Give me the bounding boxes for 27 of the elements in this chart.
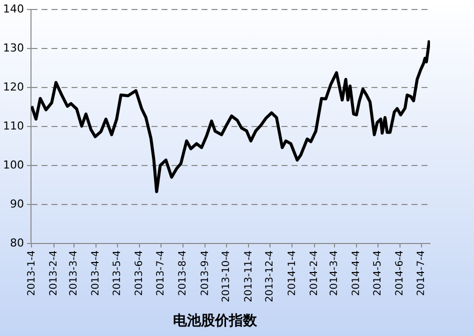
x-tick-label: 2013-2-4 [48,250,60,296]
text: 电池股价指数 [173,313,258,330]
x-tick-label: 2014-3-4 [328,250,340,296]
x-tick-label: 2013-5-4 [112,250,123,296]
x-tick-label: 2013-12-4 [264,250,276,302]
x-tick-label: 2013-11-4 [243,250,254,302]
x-tick-label: 2014-2-4 [308,250,320,296]
x-tick-label: 2014-7-4 [416,250,428,296]
x-tick-label: 2014-4-4 [351,250,362,296]
x-tick-label: 2013-9-4 [200,250,211,296]
y-tick-label: 140 [2,2,24,16]
y-tick-label: 110 [2,119,24,132]
y-tick-label: 120 [2,80,24,94]
y-tick-label: 130 [2,41,24,54]
y-tick-label: 90 [10,197,24,210]
x-tick-label: 2014-6-4 [394,250,406,296]
x-tick-label: 2014-1-4 [286,250,298,296]
x-tick-label: 2013-10-4 [221,250,232,302]
y-tick-label: 100 [2,158,24,172]
x-tick-label: 2013-8-4 [178,250,189,296]
x-tick-label: 2013-3-4 [68,250,80,296]
y-tick-label: 80 [10,236,24,250]
x-tick-label: 2013-6-4 [134,250,146,296]
x-tick-label: 2013-4-4 [90,250,102,296]
x-tick-label: 2013-7-4 [156,250,166,296]
x-tick-label: 2013-1-4 [26,250,38,296]
x-tick-label: 2014-5-4 [372,250,384,296]
